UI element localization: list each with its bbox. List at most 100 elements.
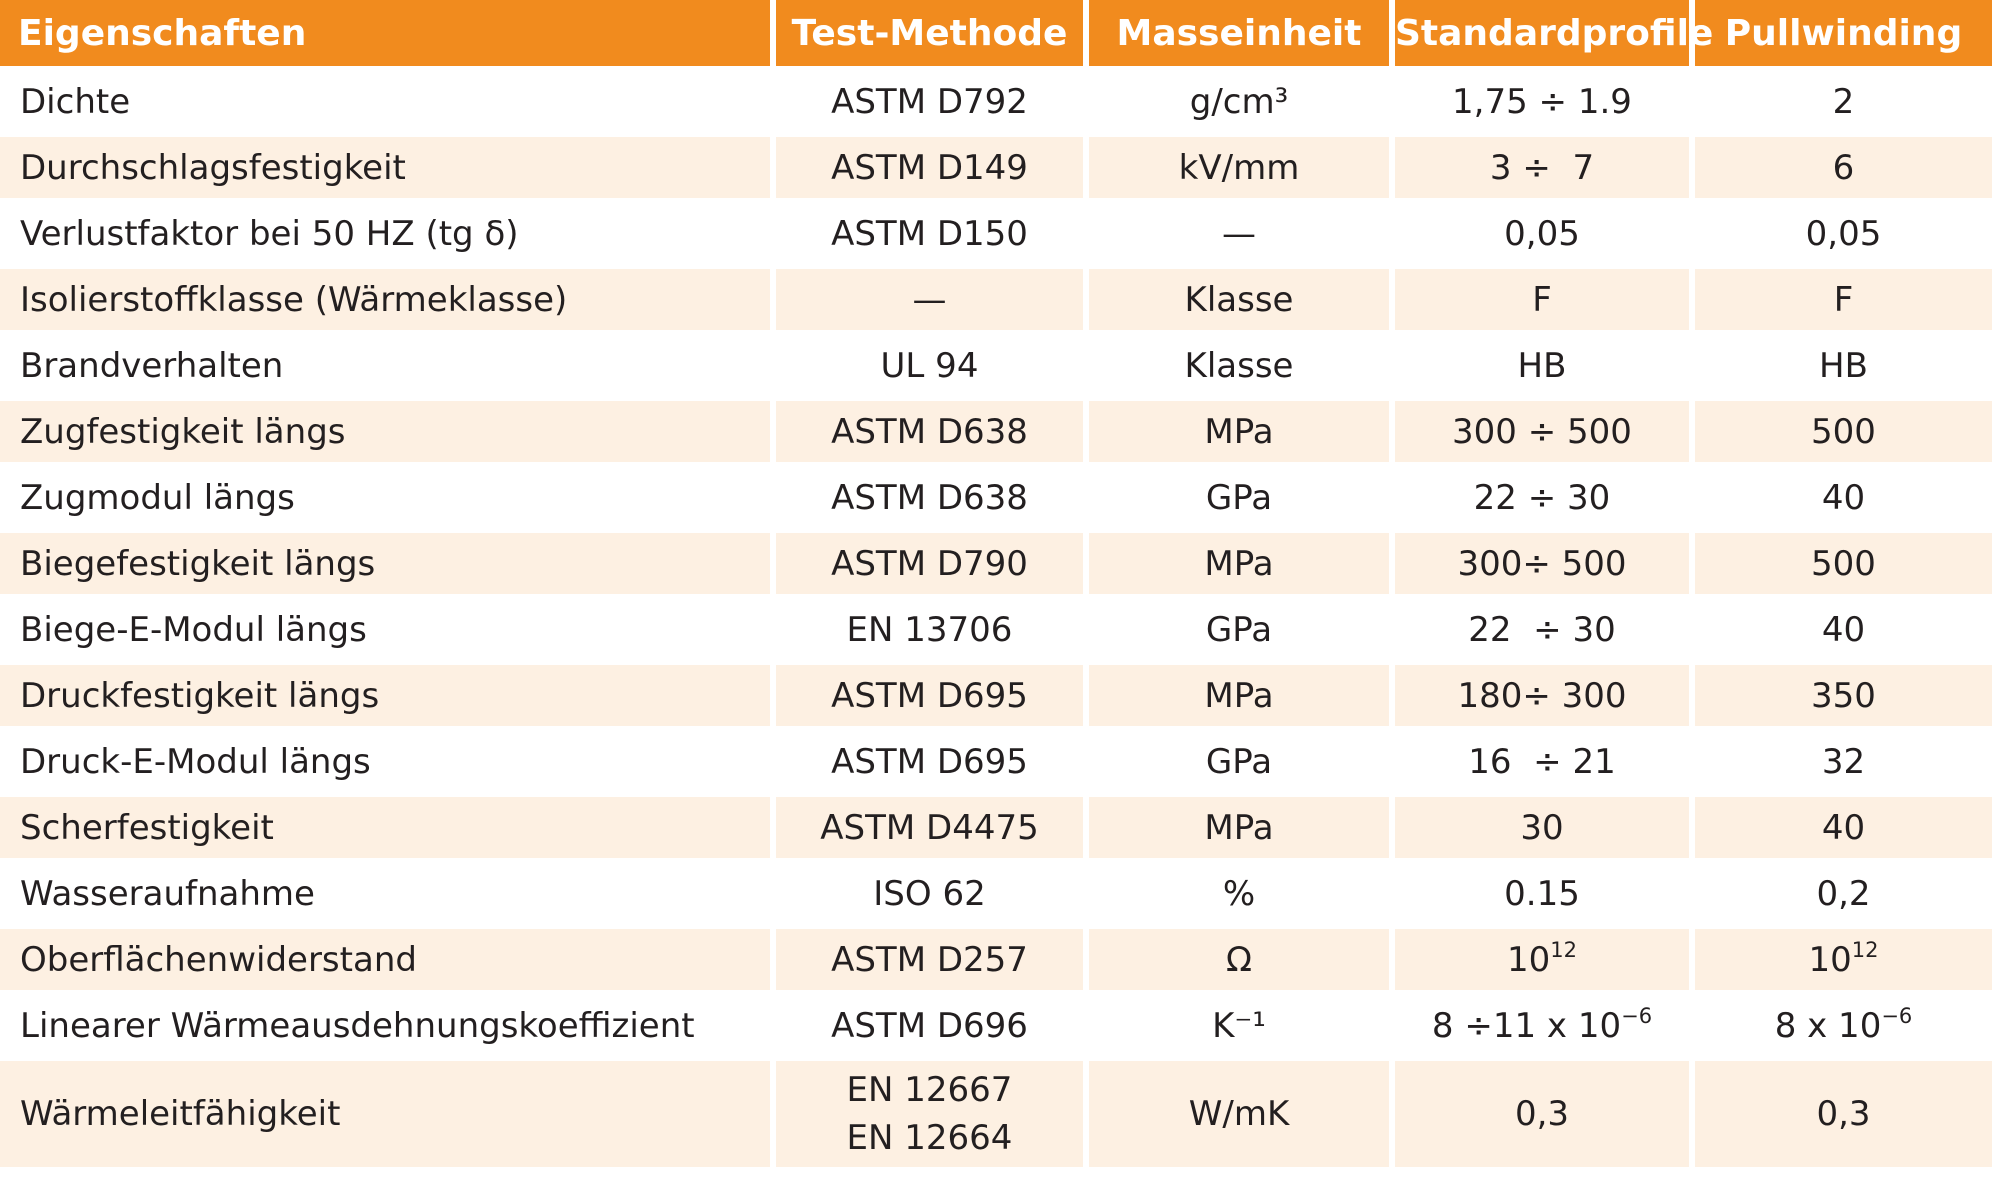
- pullwinding-exponent: 12: [1851, 937, 1879, 962]
- cell-unit: Klasse: [1089, 335, 1395, 401]
- cell-property: Brandverhalten: [0, 335, 776, 401]
- table-row: Wasseraufnahme ISO 62 % 0.15 0,2: [0, 863, 1992, 929]
- cell-pullwinding: 2: [1695, 71, 1992, 137]
- cell-pullwinding: HB: [1695, 335, 1992, 401]
- cell-unit: %: [1089, 863, 1395, 929]
- cell-unit: MPa: [1089, 401, 1395, 467]
- cell-pullwinding: 0,3: [1695, 1061, 1992, 1172]
- cell-standard: 30: [1395, 797, 1695, 863]
- cell-pullwinding: 0,2: [1695, 863, 1992, 929]
- cell-pullwinding: 500: [1695, 401, 1992, 467]
- cell-pullwinding: 0,05: [1695, 203, 1992, 269]
- cell-method: ASTM D696: [776, 995, 1089, 1061]
- table-row: Scherfestigkeit ASTM D4475 MPa 30 40: [0, 797, 1992, 863]
- pullwinding-exponent: −6: [1881, 1003, 1913, 1028]
- cell-method: ISO 62: [776, 863, 1089, 929]
- cell-method: ASTM D4475: [776, 797, 1089, 863]
- cell-standard: 0.15: [1395, 863, 1695, 929]
- cell-method: ASTM D790: [776, 533, 1089, 599]
- cell-standard: 0,05: [1395, 203, 1695, 269]
- table-row: Durchschlagsfestigkeit ASTM D149 kV/mm 3…: [0, 137, 1992, 203]
- table-row: Verlustfaktor bei 50 HZ (tg δ) ASTM D150…: [0, 203, 1992, 269]
- cell-method: EN 12667 EN 12664: [776, 1061, 1089, 1172]
- cell-pullwinding: 500: [1695, 533, 1992, 599]
- cell-pullwinding: 40: [1695, 797, 1992, 863]
- cell-method: ASTM D792: [776, 71, 1089, 137]
- standard-base: 8 ÷11 x 10: [1431, 1005, 1622, 1046]
- cell-unit: Klasse: [1089, 269, 1395, 335]
- cell-pullwinding: 32: [1695, 731, 1992, 797]
- cell-method: ASTM D695: [776, 731, 1089, 797]
- cell-unit: —: [1089, 203, 1395, 269]
- cell-unit: kV/mm: [1089, 137, 1395, 203]
- standard-exponent: −6: [1621, 1003, 1653, 1028]
- cell-standard: HB: [1395, 335, 1695, 401]
- cell-standard: 8 ÷11 x 10−6: [1395, 995, 1695, 1061]
- cell-property: Durchschlagsfestigkeit: [0, 137, 776, 203]
- cell-unit: W/mK: [1089, 1061, 1395, 1172]
- cell-method: ASTM D257: [776, 929, 1089, 995]
- standard-base: 10: [1507, 939, 1551, 980]
- cell-method: ASTM D150: [776, 203, 1089, 269]
- cell-method: ASTM D638: [776, 401, 1089, 467]
- table-row: Brandverhalten UL 94 Klasse HB HB: [0, 335, 1992, 401]
- cell-property: Oberflächenwiderstand: [0, 929, 776, 995]
- header-standard: Standardprofile: [1395, 0, 1713, 71]
- cell-standard: 22 ÷ 30: [1395, 467, 1695, 533]
- cell-property: Druck-E-Modul längs: [0, 731, 776, 797]
- pullwinding-base: 10: [1808, 939, 1852, 980]
- table-row: Wärmeleitfähigkeit EN 12667 EN 12664 W/mK…: [0, 1061, 1992, 1172]
- cell-unit: GPa: [1089, 599, 1395, 665]
- table-row: Linearer Wärmeausdehnungskoeffizient AST…: [0, 995, 1992, 1061]
- cell-standard: 22 ÷ 30: [1395, 599, 1695, 665]
- method-line-2: EN 12664: [846, 1118, 1013, 1158]
- cell-unit: GPa: [1089, 467, 1395, 533]
- cell-property: Zugfestigkeit längs: [0, 401, 776, 467]
- cell-method: ASTM D638: [776, 467, 1089, 533]
- method-line-1: EN 12667: [846, 1070, 1013, 1110]
- cell-standard: 16 ÷ 21: [1395, 731, 1695, 797]
- cell-pullwinding: 1012: [1695, 929, 1992, 995]
- table-row: Zugmodul längs ASTM D638 GPa 22 ÷ 30 40: [0, 467, 1992, 533]
- cell-method: UL 94: [776, 335, 1089, 401]
- table-row: Biegefestigkeit längs ASTM D790 MPa 300÷…: [0, 533, 1992, 599]
- cell-pullwinding: 40: [1695, 467, 1992, 533]
- table-row: Isolierstoffklasse (Wärmeklasse) — Klass…: [0, 269, 1992, 335]
- cell-pullwinding: 40: [1695, 599, 1992, 665]
- cell-standard: F: [1395, 269, 1695, 335]
- cell-property: Wasseraufnahme: [0, 863, 776, 929]
- cell-pullwinding: 6: [1695, 137, 1992, 203]
- cell-standard: 1,75 ÷ 1.9: [1395, 71, 1695, 137]
- cell-property: Zugmodul längs: [0, 467, 776, 533]
- cell-property: Isolierstoffklasse (Wärmeklasse): [0, 269, 776, 335]
- cell-property: Biegefestigkeit längs: [0, 533, 776, 599]
- cell-unit: MPa: [1089, 665, 1395, 731]
- cell-unit: MPa: [1089, 533, 1395, 599]
- pullwinding-base: 8 x 10: [1774, 1005, 1882, 1046]
- header-method: Test-Methode: [776, 0, 1089, 71]
- table-row: Druckfestigkeit längs ASTM D695 MPa 180÷…: [0, 665, 1992, 731]
- cell-property: Biege-E-Modul längs: [0, 599, 776, 665]
- cell-standard: 300 ÷ 500: [1395, 401, 1695, 467]
- table-header: Eigenschaften Test-Methode Masseinheit S…: [0, 0, 1992, 71]
- cell-unit: MPa: [1089, 797, 1395, 863]
- cell-standard: 1012: [1395, 929, 1695, 995]
- table-row: Druck-E-Modul längs ASTM D695 GPa 16 ÷ 2…: [0, 731, 1992, 797]
- cell-unit: Ω: [1089, 929, 1395, 995]
- cell-property: Druckfestigkeit längs: [0, 665, 776, 731]
- cell-standard: 3 ÷ 7: [1395, 137, 1695, 203]
- cell-unit: GPa: [1089, 731, 1395, 797]
- cell-method: EN 13706: [776, 599, 1089, 665]
- header-pullwinding: Pullwinding: [1695, 0, 1992, 71]
- header-row: Eigenschaften Test-Methode Masseinheit S…: [0, 0, 1992, 71]
- header-unit: Masseinheit: [1089, 0, 1395, 71]
- cell-unit: K⁻¹: [1089, 995, 1395, 1061]
- cell-standard: 300÷ 500: [1395, 533, 1695, 599]
- table-row: Oberflächenwiderstand ASTM D257 Ω 1012 1…: [0, 929, 1992, 995]
- standard-exponent: 12: [1550, 937, 1577, 962]
- header-property: Eigenschaften: [0, 0, 776, 71]
- cell-pullwinding: 350: [1695, 665, 1992, 731]
- table-row: Biege-E-Modul längs EN 13706 GPa 22 ÷ 30…: [0, 599, 1992, 665]
- table-row: Zugfestigkeit längs ASTM D638 MPa 300 ÷ …: [0, 401, 1992, 467]
